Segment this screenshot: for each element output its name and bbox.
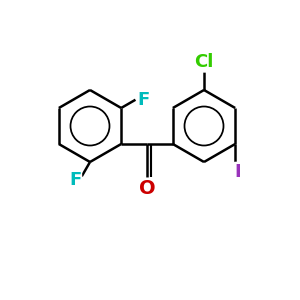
Text: F: F <box>69 171 81 189</box>
Text: F: F <box>138 91 150 109</box>
Text: O: O <box>139 179 155 198</box>
Text: I: I <box>235 163 242 181</box>
Text: Cl: Cl <box>194 53 214 71</box>
